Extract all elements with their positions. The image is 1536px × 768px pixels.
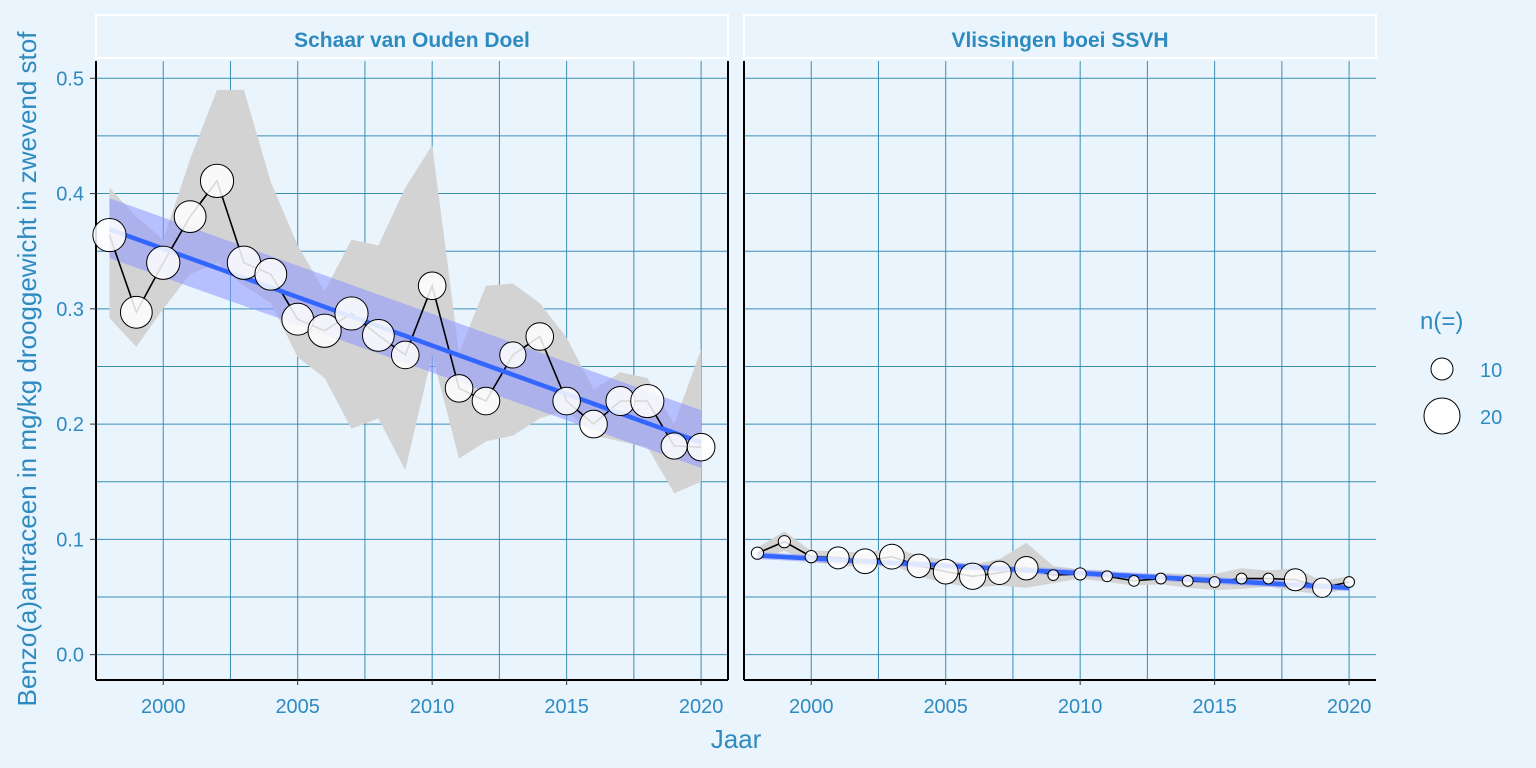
x-tick-label: 2000 <box>789 696 834 718</box>
data-point <box>1101 570 1113 583</box>
y-tick-label: 0.2 <box>56 414 84 436</box>
data-point <box>499 341 527 369</box>
data-point <box>852 548 878 575</box>
data-point <box>1014 555 1039 581</box>
legend-label-10: 10 <box>1480 360 1502 382</box>
data-point <box>334 296 369 331</box>
data-point <box>390 340 420 370</box>
data-point <box>417 271 447 301</box>
data-point <box>686 432 716 462</box>
x-tick-label: 2005 <box>275 696 320 718</box>
trend-line <box>108 227 702 445</box>
panel-1: Schaar van Ouden Doel 2000 2005 2010 2015 202… <box>92 14 729 718</box>
data-point <box>660 432 688 460</box>
data-point <box>1262 572 1275 585</box>
y-tick-label: 0.4 <box>56 184 84 206</box>
x-tick-label: 2005 <box>923 696 968 718</box>
data-point <box>307 313 342 348</box>
x-tick-label: 2015 <box>1192 696 1237 718</box>
data-point <box>879 543 905 570</box>
x-axis-title: Jaar <box>711 724 762 754</box>
y-tick-label: 0.5 <box>56 68 84 90</box>
data-point <box>199 163 235 198</box>
x-tick-label: 2015 <box>544 696 589 718</box>
data-point <box>1073 567 1087 581</box>
data-point <box>552 386 581 416</box>
data-point <box>777 535 791 549</box>
data-point <box>826 546 850 570</box>
x-tick-label: 2010 <box>410 696 455 718</box>
data-point <box>1181 574 1194 587</box>
x-tick-label: 2010 <box>1058 696 1103 718</box>
data-point <box>579 409 608 439</box>
legend-title: n(=) <box>1420 308 1463 335</box>
panels: Schaar van Ouden Doel 2000 2005 2010 2015 202… <box>92 14 1377 718</box>
y-axis: 0.0 0.1 0.2 0.3 0.4 0.5 <box>56 68 96 667</box>
data-point <box>361 318 395 352</box>
data-point <box>119 295 153 329</box>
data-point <box>1047 569 1060 582</box>
panel-strip <box>95 14 729 59</box>
data-point <box>444 374 474 403</box>
data-point <box>1235 572 1248 585</box>
x-tick-label: 2000 <box>141 696 186 718</box>
x-tick-label: 2020 <box>1327 696 1372 718</box>
data-point <box>1343 576 1356 588</box>
y-tick-label: 0.3 <box>56 299 84 321</box>
data-point <box>1312 577 1333 598</box>
legend-key-10 <box>1430 357 1454 381</box>
data-point <box>1128 574 1140 587</box>
data-point <box>1208 576 1221 588</box>
data-point <box>1283 568 1307 592</box>
data-point <box>958 562 987 590</box>
legend-key-20 <box>1423 397 1461 435</box>
y-tick-label: 0.0 <box>56 645 84 667</box>
legend: n(=) 10 20 <box>1420 308 1502 435</box>
data-point <box>173 200 207 234</box>
data-point <box>750 546 765 560</box>
panel-strip <box>743 14 1377 59</box>
data-point <box>630 383 665 419</box>
data-point <box>932 558 959 585</box>
data-point <box>987 560 1012 585</box>
x-tick-label: 2020 <box>679 696 724 718</box>
y-axis-title: Benzo(a)antraceen in mg/kg drooggewicht … <box>12 31 42 707</box>
data-point <box>1154 572 1167 585</box>
data-point <box>525 322 555 351</box>
y-tick-label: 0.1 <box>56 529 84 551</box>
data-point <box>906 553 932 579</box>
data-point <box>92 217 127 253</box>
panel-2: Vlissingen boei SSVH 2000 2005 2010 2015 2020 <box>743 14 1377 718</box>
data-point <box>146 245 181 280</box>
panel-title: Vlissingen boei SSVH <box>951 29 1168 52</box>
legend-label-20: 20 <box>1480 407 1502 429</box>
panel-title: Schaar van Ouden Doel <box>294 29 530 52</box>
data-point <box>471 386 501 416</box>
data-point <box>804 550 818 564</box>
data-point <box>254 257 288 291</box>
